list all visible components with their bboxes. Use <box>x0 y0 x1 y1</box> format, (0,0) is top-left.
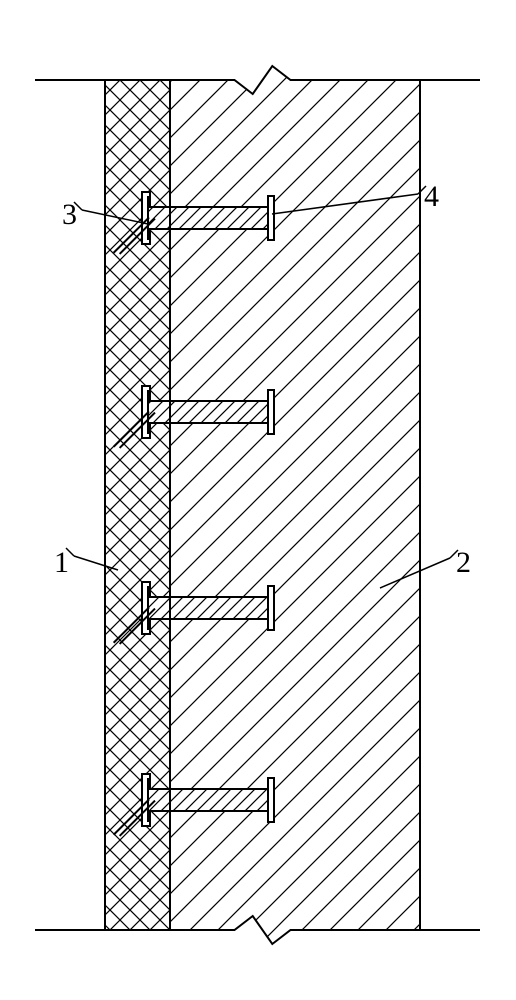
label-4: 4 <box>424 182 439 212</box>
anchor-beam <box>148 597 268 619</box>
wall-group <box>105 40 420 970</box>
diagram-svg <box>0 0 516 1000</box>
anchor-end-cap <box>268 586 274 630</box>
label-3: 3 <box>62 200 77 230</box>
layer-1-crosshatch <box>105 40 170 970</box>
anchor-beam <box>148 401 268 423</box>
anchor-end-cap <box>268 778 274 822</box>
anchor-beam <box>148 789 268 811</box>
diagram-canvas: 1 2 3 4 <box>0 0 516 1000</box>
anchor-end-cap <box>268 196 274 240</box>
label-2: 2 <box>456 548 471 578</box>
anchor-beam <box>148 207 268 229</box>
layer-2-diagonal <box>170 40 420 970</box>
anchor-end-cap <box>268 390 274 434</box>
label-1: 1 <box>54 548 69 578</box>
